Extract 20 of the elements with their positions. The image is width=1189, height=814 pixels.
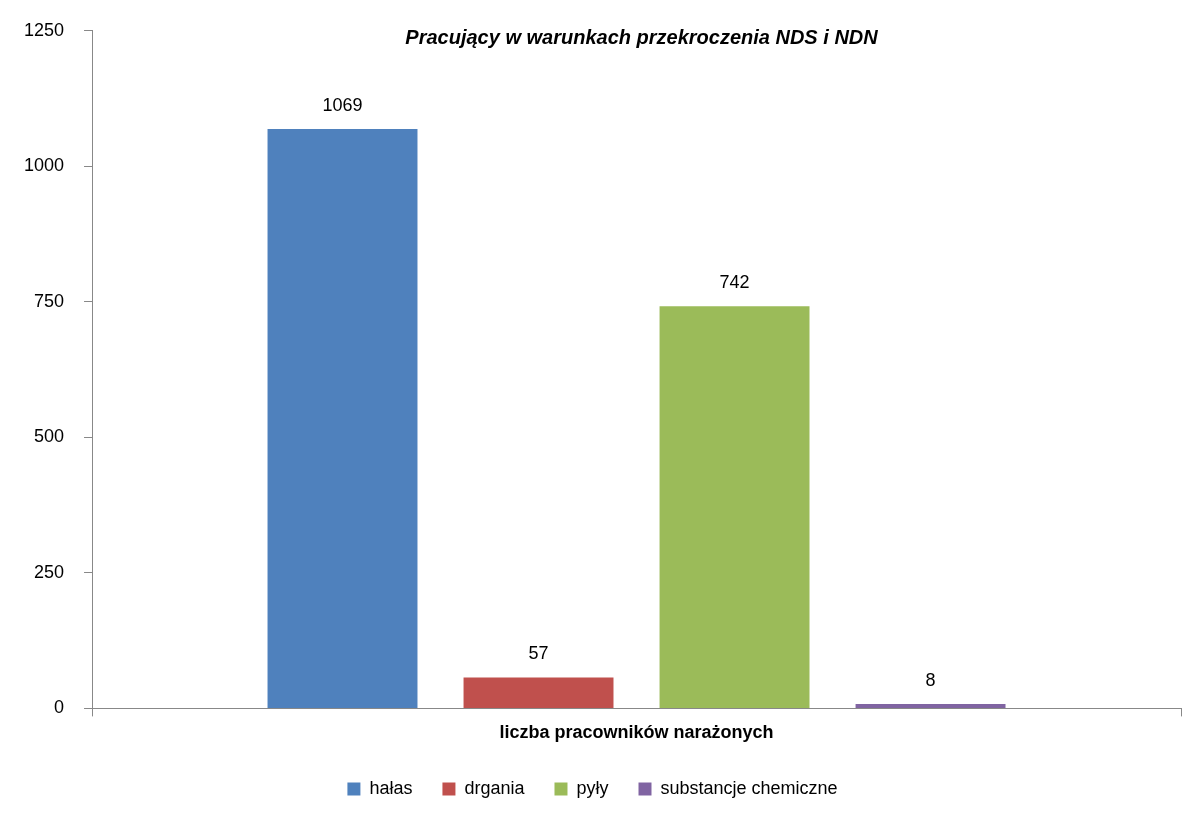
y-tick-label: 750 [34,290,65,311]
y-tick-label: 1000 [24,155,65,176]
bar [855,704,1006,708]
y-tick-label: 500 [34,426,65,447]
bar [267,128,418,708]
y-tick-label: 0 [54,697,65,718]
y-tick-label: 1250 [24,19,65,40]
bar [463,677,614,708]
data-label: 57 [528,643,549,664]
x-tick-label: liczba pracowników narażonych [499,722,774,743]
bar [659,306,810,708]
legend-label: pyły [576,777,609,798]
legend-label: substancje chemiczne [660,777,838,798]
legend-label: drgania [464,777,526,798]
y-tick-label: 250 [34,561,65,582]
legend-label: hałas [369,777,413,798]
data-label: 1069 [322,94,363,115]
data-label: 742 [719,272,750,293]
data-label: 8 [925,670,936,691]
chart-title: Pracujący w warunkach przekroczenia NDS i NDN [405,26,879,49]
